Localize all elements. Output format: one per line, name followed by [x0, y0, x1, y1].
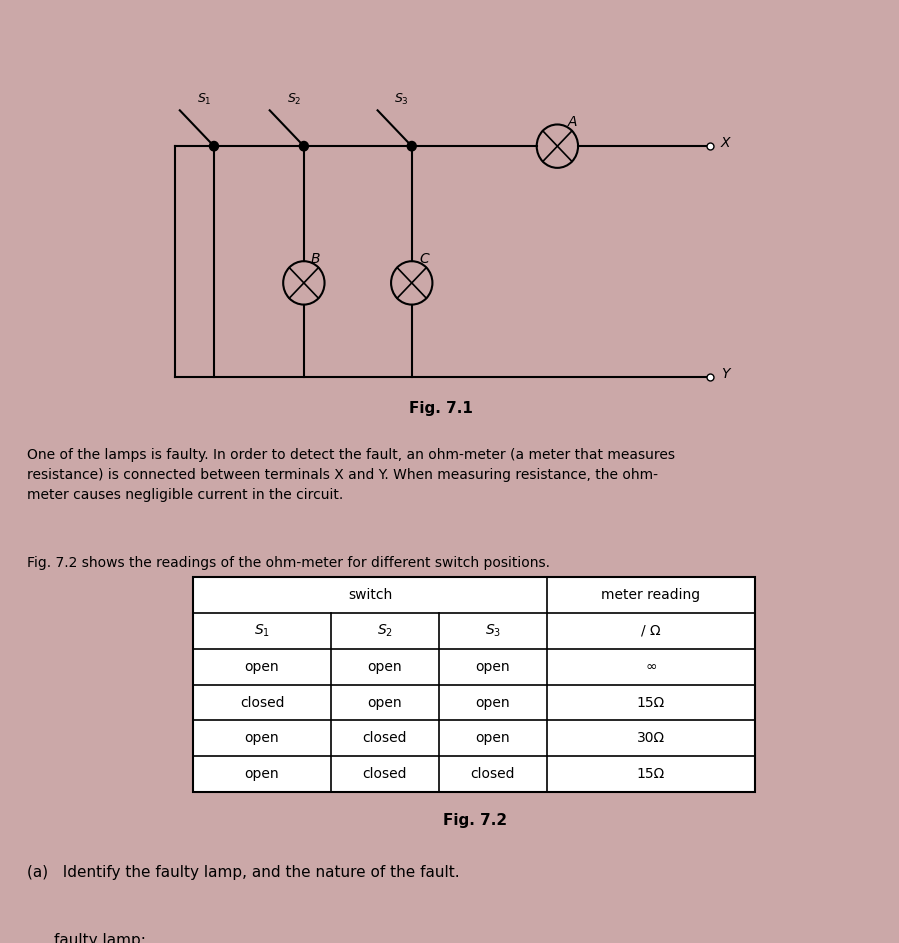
- Text: Fig. 7.2: Fig. 7.2: [442, 813, 507, 828]
- Text: $S_3$: $S_3$: [485, 622, 501, 639]
- Text: open: open: [476, 660, 510, 673]
- Text: / Ω: / Ω: [641, 624, 661, 637]
- Text: open: open: [245, 768, 280, 781]
- Text: open: open: [368, 660, 402, 673]
- Circle shape: [407, 141, 416, 151]
- Text: 15Ω: 15Ω: [636, 768, 665, 781]
- Text: B: B: [311, 252, 321, 266]
- Text: open: open: [476, 696, 510, 709]
- Text: (a)   Identify the faulty lamp, and the nature of the fault.: (a) Identify the faulty lamp, and the na…: [27, 865, 459, 880]
- Text: Y: Y: [721, 368, 729, 381]
- Text: switch: switch: [348, 588, 392, 602]
- Text: $S_2$: $S_2$: [377, 622, 393, 639]
- Text: closed: closed: [362, 768, 407, 781]
- Text: Fig. 7.1: Fig. 7.1: [408, 401, 473, 416]
- Circle shape: [299, 141, 308, 151]
- Text: One of the lamps is faulty. In order to detect the fault, an ohm-meter (a meter : One of the lamps is faulty. In order to …: [27, 448, 675, 502]
- Text: $S_3$: $S_3$: [395, 91, 409, 107]
- Text: open: open: [245, 660, 280, 673]
- Text: open: open: [245, 732, 280, 745]
- Text: $S_1$: $S_1$: [197, 91, 211, 107]
- Text: closed: closed: [470, 768, 515, 781]
- Text: open: open: [476, 732, 510, 745]
- Text: X: X: [721, 137, 731, 150]
- Text: A: A: [568, 115, 578, 129]
- Text: C: C: [419, 252, 429, 266]
- Bar: [193, 577, 755, 792]
- Text: closed: closed: [362, 732, 407, 745]
- Text: ∞: ∞: [645, 660, 656, 673]
- Text: Fig. 7.2 shows the readings of the ohm-meter for different switch positions.: Fig. 7.2 shows the readings of the ohm-m…: [27, 556, 550, 571]
- Text: faulty lamp:: faulty lamp:: [54, 933, 146, 943]
- Text: $S_2$: $S_2$: [287, 91, 301, 107]
- Text: 30Ω: 30Ω: [636, 732, 665, 745]
- Text: 15Ω: 15Ω: [636, 696, 665, 709]
- Text: meter reading: meter reading: [601, 588, 700, 602]
- Text: open: open: [368, 696, 402, 709]
- Text: $S_1$: $S_1$: [254, 622, 270, 639]
- Circle shape: [209, 141, 218, 151]
- Text: closed: closed: [240, 696, 284, 709]
